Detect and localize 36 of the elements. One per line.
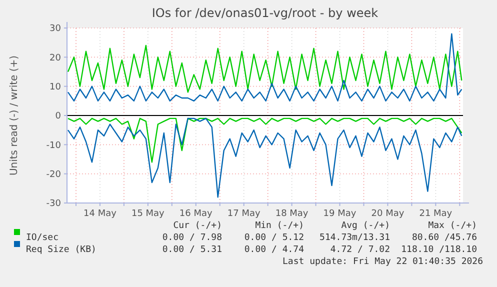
y-tick-label: -20	[46, 170, 62, 180]
text: Max (-/+)	[428, 221, 477, 231]
y-tick-label: 30	[50, 24, 62, 34]
x-tick-label: 19 May	[323, 209, 357, 219]
line-series	[67, 118, 462, 198]
x-tick-label: 15 May	[131, 209, 166, 219]
text: Last update: Fri May 22 01:40:35 2026	[282, 257, 483, 267]
line-series	[67, 118, 462, 163]
text: 0.00 / 4.74	[244, 245, 304, 255]
y-tick-label: 0	[55, 112, 62, 122]
text: 0.00 / 5.12	[244, 233, 304, 243]
line-series	[67, 33, 462, 102]
text: 4.72 / 7.02	[330, 245, 390, 255]
legend-label: IO/sec	[26, 233, 59, 243]
x-tick-label: 18 May	[275, 209, 309, 219]
x-tick-label: 16 May	[179, 209, 214, 219]
y-tick-label: -30	[46, 199, 62, 210]
text: 0.00 / 7.98	[162, 233, 222, 243]
text: 118.10 /118.10	[401, 245, 477, 255]
line-series	[67, 44, 462, 93]
text: 0.00 / 5.31	[162, 245, 222, 255]
x-tick-label: 20 May	[371, 209, 405, 219]
text: 514.73m/13.31	[320, 233, 390, 243]
chart-title: IOs for /dev/onas01-vg/root - by week	[152, 6, 378, 20]
text: Cur (-/+)	[173, 221, 222, 231]
y-tick-label: 10	[50, 82, 62, 92]
x-tick-label: 21 May	[419, 209, 453, 219]
x-tick-label: 14 May	[84, 209, 118, 219]
legend-label: Req Size (KB)	[26, 245, 96, 255]
y-tick-label: 20	[50, 53, 62, 64]
x-tick-label: 17 May	[227, 209, 261, 219]
text: Min (-/+)	[255, 221, 304, 231]
text: Avg (-/+)	[341, 221, 390, 231]
text: 80.60 /45.76	[412, 233, 477, 243]
y-axis-title: Units read (-) / write (+)	[9, 55, 20, 176]
y-tick-label: -10	[46, 140, 62, 151]
